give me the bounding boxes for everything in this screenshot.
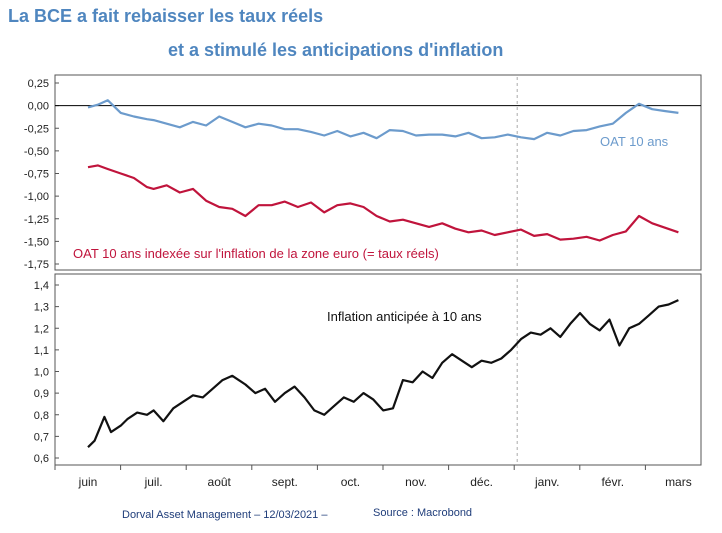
bottom-ytick-label: 0,7 (34, 431, 49, 443)
top-series-line-1 (87, 164, 679, 242)
chart-title-line-1: La BCE a fait rebaisser les taux réels (8, 6, 324, 26)
top-ytick-label: 0,00 (28, 101, 49, 113)
bottom-panel: 1,4 1,3 1,2 1,1 1,0 0,9 0,8 0,7 0,6 (34, 279, 679, 465)
top-ytick-label: 0,25 (28, 78, 49, 90)
x-tick-label: févr. (601, 475, 624, 489)
footer-source: Source : Macrobond (373, 507, 473, 519)
top-ytick-label: -0,50 (24, 146, 49, 158)
series-label-oat-10-ans: OAT 10 ans (600, 134, 669, 149)
bottom-ytick-label: 1,2 (34, 323, 49, 335)
bottom-ytick-label: 1,0 (34, 367, 49, 379)
bottom-ytick-label: 0,9 (34, 388, 49, 400)
top-panel: 0,25 0,00 -0,25 -0,50 -0,75 -1,00 -1,25 -1,50 -1… (24, 77, 701, 271)
x-tick-label: juin (78, 475, 98, 489)
x-tick-label: janv. (534, 475, 559, 489)
top-ytick-label: -0,75 (24, 169, 49, 181)
bottom-panel-frame (54, 273, 702, 466)
bottom-ytick-label: 0,6 (34, 453, 49, 465)
bottom-ytick-label: 0,8 (34, 410, 49, 422)
x-tick-label: déc. (470, 475, 493, 489)
bottom-ytick-label: 1,4 (34, 280, 49, 292)
bottom-ytick-label: 1,3 (34, 302, 49, 314)
bottom-ytick-label: 1,1 (34, 345, 49, 357)
x-axis: juin juil. août sept. oct. nov. déc. janv. févr.… (54, 465, 692, 489)
x-tick-label: juil. (144, 475, 163, 489)
x-tick-label: août (208, 475, 232, 489)
series-label-inflation-anticipee: Inflation anticipée à 10 ans (327, 309, 482, 324)
footer-credit: Dorval Asset Management – 12/03/2021 – (122, 509, 328, 521)
top-panel-frame (54, 74, 702, 271)
top-ytick-label: -1,50 (24, 236, 49, 248)
top-series-line-0 (87, 99, 679, 141)
x-tick-label: nov. (405, 475, 427, 489)
x-tick-label: mars (665, 475, 692, 489)
top-ytick-label: -0,25 (24, 123, 49, 135)
chart-title-line-2: et a stimulé les anticipations d'inflati… (168, 40, 504, 60)
top-ytick-label: -1,75 (24, 259, 49, 271)
x-tick-label: sept. (272, 475, 298, 489)
bottom-series-line-0 (87, 299, 679, 448)
series-label-oat-indexee: OAT 10 ans indexée sur l'inflation de la… (73, 246, 439, 261)
top-ytick-label: -1,25 (24, 214, 49, 226)
top-ytick-label: -1,00 (24, 191, 49, 203)
x-tick-label: oct. (341, 475, 360, 489)
